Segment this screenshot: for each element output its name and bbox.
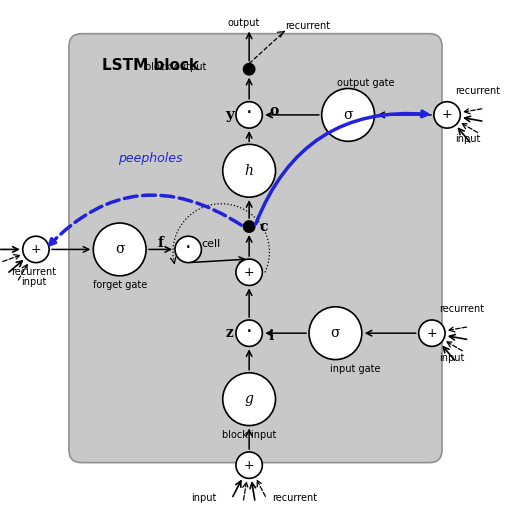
- Text: cell: cell: [201, 239, 221, 249]
- Text: block input: block input: [222, 430, 276, 440]
- Text: ·: ·: [185, 238, 191, 258]
- Circle shape: [434, 102, 460, 128]
- Circle shape: [236, 102, 262, 128]
- Text: +: +: [244, 459, 254, 472]
- Text: σ: σ: [344, 108, 353, 122]
- Text: z: z: [226, 326, 233, 340]
- Circle shape: [244, 64, 254, 75]
- Circle shape: [244, 221, 254, 232]
- Text: LSTM block: LSTM block: [102, 58, 199, 73]
- Text: recurrent: recurrent: [272, 493, 317, 503]
- Text: recurrent: recurrent: [11, 267, 56, 277]
- Text: input: input: [191, 493, 216, 503]
- Circle shape: [419, 320, 445, 347]
- Circle shape: [236, 259, 262, 286]
- Text: g: g: [245, 392, 253, 406]
- Text: i: i: [268, 329, 274, 343]
- Text: +: +: [244, 266, 254, 279]
- Circle shape: [175, 236, 201, 263]
- Text: recurrent: recurrent: [285, 21, 330, 31]
- Text: recurrent: recurrent: [439, 304, 484, 314]
- Text: f: f: [157, 236, 163, 250]
- Circle shape: [309, 307, 362, 359]
- Text: input: input: [439, 353, 465, 362]
- Text: +: +: [442, 108, 453, 122]
- Text: ·: ·: [246, 103, 252, 123]
- Text: recurrent: recurrent: [455, 86, 500, 96]
- Text: y: y: [225, 108, 234, 122]
- Text: σ: σ: [115, 242, 124, 257]
- Circle shape: [223, 373, 275, 426]
- Text: forget gate: forget gate: [93, 280, 147, 290]
- Circle shape: [23, 236, 49, 263]
- Text: input gate: input gate: [330, 364, 381, 374]
- Text: peepholes: peepholes: [118, 152, 182, 164]
- Circle shape: [223, 145, 275, 197]
- FancyBboxPatch shape: [69, 34, 442, 463]
- Text: input: input: [455, 134, 480, 144]
- Text: +: +: [31, 243, 41, 256]
- Text: block output: block output: [144, 62, 206, 72]
- Text: ·: ·: [246, 322, 252, 342]
- Circle shape: [93, 223, 146, 276]
- Circle shape: [236, 452, 262, 478]
- Text: +: +: [426, 327, 437, 340]
- Text: output: output: [228, 17, 260, 27]
- Text: c: c: [259, 219, 268, 234]
- Circle shape: [236, 320, 262, 347]
- Text: input: input: [20, 277, 46, 287]
- Circle shape: [322, 89, 374, 142]
- Text: o: o: [269, 104, 279, 118]
- Text: h: h: [245, 164, 253, 178]
- Text: output gate: output gate: [337, 78, 395, 89]
- Text: σ: σ: [331, 326, 340, 340]
